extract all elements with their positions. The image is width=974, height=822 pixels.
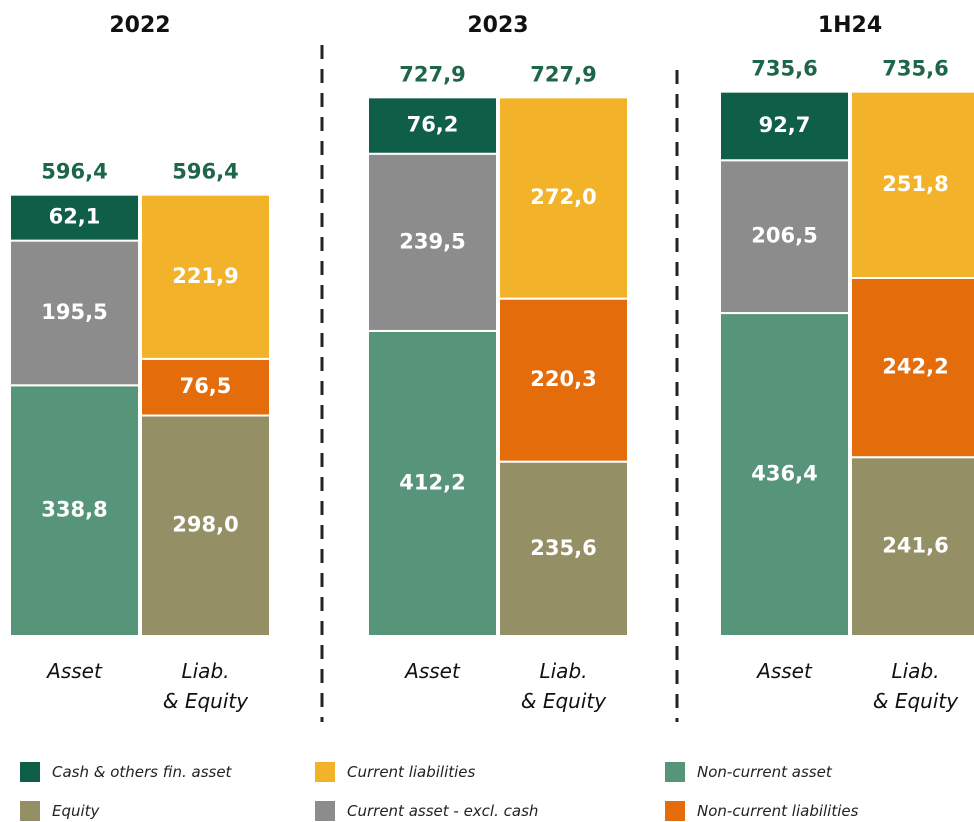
segment-label: 338,8 (41, 498, 107, 522)
legend-swatch (315, 801, 335, 821)
x-tick-label: Asset (47, 659, 102, 683)
bar-segment (498, 460, 629, 637)
legend-swatch (20, 801, 40, 821)
bar-segment (850, 456, 974, 637)
segment-label: 412,2 (399, 470, 465, 494)
legend-swatch (665, 762, 685, 782)
total-label: 596,4 (41, 160, 107, 184)
segment-label: 436,4 (751, 462, 817, 486)
segment-label: 241,6 (882, 534, 948, 558)
bar-segment (850, 276, 974, 459)
segment-label: 298,0 (172, 513, 238, 537)
legend-swatch (665, 801, 685, 821)
legend-label: Current liabilities (347, 763, 476, 781)
bar-segment (719, 312, 850, 637)
total-label: 735,6 (751, 57, 817, 81)
segment-label: 76,2 (407, 113, 459, 137)
segment-label: 242,2 (882, 355, 948, 379)
bar-segment (367, 96, 498, 155)
segment-label: 220,3 (530, 367, 596, 391)
x-tick-label: Asset (757, 659, 812, 683)
segment-label: 235,6 (530, 536, 596, 560)
bar-segment (367, 152, 498, 332)
x-tick-label: Liab. & Equity (872, 659, 959, 713)
segment-label: 76,5 (180, 374, 232, 398)
total-label: 596,4 (172, 160, 238, 184)
segment-label: 251,8 (882, 172, 948, 196)
segment-label: 272,0 (530, 185, 596, 209)
segment-label: 62,1 (49, 205, 101, 229)
x-tick-label: Liab. & Equity (520, 659, 607, 713)
bar-segment (850, 90, 974, 279)
legend-label: Non-current asset (697, 763, 832, 781)
bar-segment (9, 193, 140, 242)
bar-segment (367, 329, 498, 637)
bar-segment (140, 193, 271, 360)
total-label: 727,9 (399, 62, 465, 86)
segment-label: 221,9 (172, 264, 238, 288)
legend-label: Non-current liabilities (697, 802, 859, 820)
bar-segment (498, 96, 629, 300)
legend-label: Cash & others fin. asset (52, 763, 232, 781)
group-title: 1H24 (818, 13, 882, 38)
bar-segment (140, 414, 271, 638)
segment-label: 92,7 (759, 113, 811, 137)
legend-swatch (315, 762, 335, 782)
legend-label: Equity (52, 802, 100, 820)
total-label: 735,6 (882, 57, 948, 81)
segment-label: 206,5 (751, 224, 817, 248)
bar-segment (9, 384, 140, 637)
legend-swatch (20, 762, 40, 782)
x-tick-label: Asset (405, 659, 460, 683)
segment-label: 239,5 (399, 229, 465, 253)
bar-segment (719, 159, 850, 315)
bar-segment (140, 357, 271, 417)
bar-segment (9, 239, 140, 387)
segment-label: 195,5 (41, 300, 107, 324)
total-label: 727,9 (530, 62, 596, 86)
group-title: 2022 (109, 13, 170, 38)
legend-label: Current asset - excl. cash (347, 802, 539, 820)
bar-segment (719, 90, 850, 162)
group-title: 2023 (467, 13, 528, 38)
bar-segment (498, 297, 629, 463)
x-tick-label: Liab. & Equity (162, 659, 249, 713)
